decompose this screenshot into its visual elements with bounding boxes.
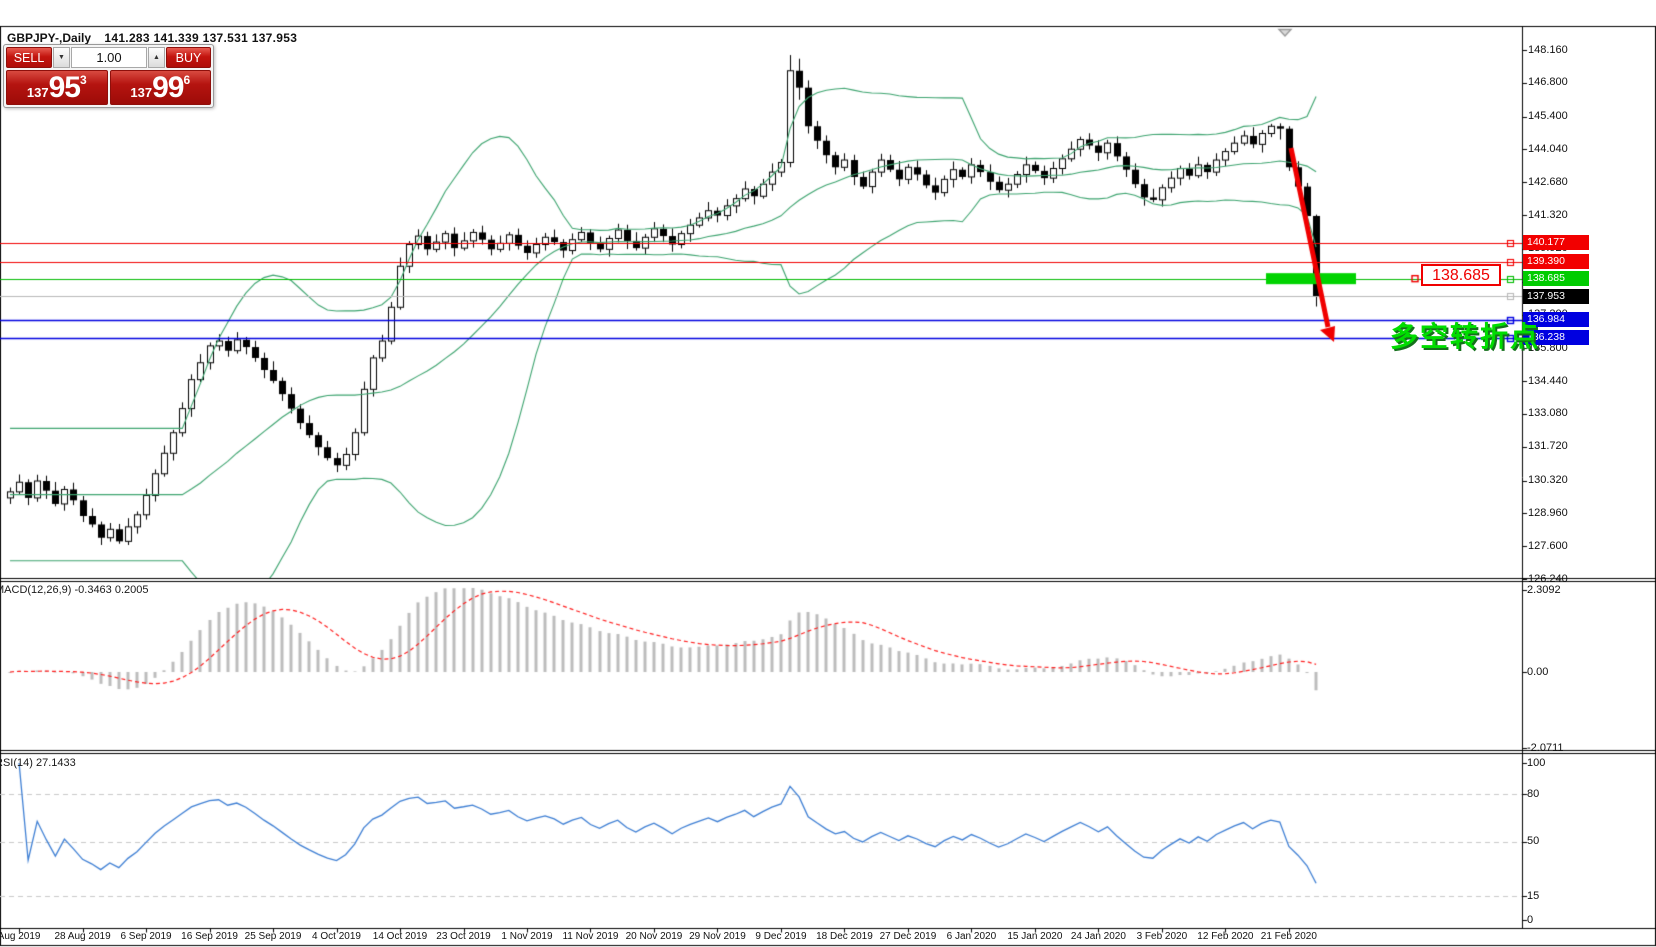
- buy-price-display[interactable]: 137 99 6: [109, 70, 211, 105]
- sell-button[interactable]: SELL: [6, 47, 52, 68]
- price-tick: 145.400: [1528, 110, 1568, 123]
- volume-input[interactable]: 1.00: [71, 47, 147, 68]
- date-tick-label: 25 Sep 2019: [244, 931, 302, 942]
- date-tick-label: Aug 2019: [0, 931, 41, 942]
- chart-symbol-period: GBPJPY-,Daily: [7, 31, 92, 45]
- price-tick: 130.320: [1528, 474, 1568, 487]
- chart-title: GBPJPY-,Daily 141.283 141.339 137.531 13…: [7, 31, 297, 45]
- sell-price-prefix: 137: [26, 85, 49, 100]
- macd-name: MACD(12,26,9): [0, 584, 72, 596]
- macd-label: MACD(12,26,9) -0.3463 0.2005: [0, 584, 149, 596]
- rsi-axis-tick: 15: [1527, 889, 1540, 902]
- date-tick-label: 12 Feb 2020: [1197, 931, 1254, 942]
- macd-main-value: -0.3463: [74, 584, 112, 596]
- price-tick: 131.720: [1528, 440, 1568, 453]
- price-tick: 148.160: [1528, 43, 1568, 56]
- sell-price-sup: 3: [79, 73, 87, 87]
- price-tag-140.177: 140.177: [1523, 235, 1589, 251]
- date-tick-label: 29 Nov 2019: [689, 931, 746, 942]
- date-tick-label: 14 Oct 2019: [372, 931, 428, 942]
- date-tick-label: 20 Nov 2019: [625, 931, 683, 942]
- price-tick: 133.080: [1528, 407, 1568, 420]
- buy-price-sup: 6: [183, 73, 191, 87]
- macd-axis-tick: 0.00: [1527, 665, 1549, 678]
- rsi-axis-tick: 0: [1527, 913, 1534, 926]
- date-tick-label: 15 Jan 2020: [1007, 931, 1063, 942]
- turning-point-annotation: 多空转折点: [1390, 321, 1541, 352]
- date-tick-label: 1 Nov 2019: [501, 931, 553, 942]
- date-tick-label: 3 Feb 2020: [1136, 931, 1188, 942]
- date-tick-label: 27 Dec 2019: [879, 931, 937, 942]
- rsi-value: 27.1433: [35, 757, 76, 769]
- date-tick-label: 23 Oct 2019: [436, 931, 491, 942]
- price-tick: 126.240: [1528, 572, 1568, 585]
- buy-price-prefix: 137: [130, 85, 153, 100]
- price-tick: 127.600: [1528, 539, 1568, 552]
- date-tick-label: 28 Aug 2019: [54, 931, 111, 942]
- date-tick-label: 11 Nov 2019: [562, 931, 619, 942]
- date-tick-label: 6 Sep 2019: [120, 931, 172, 942]
- price-tag-139.390: 139.390: [1523, 254, 1589, 270]
- volume-decrement-button[interactable]: ▼: [53, 47, 70, 68]
- sell-price-display[interactable]: 137 95 3: [6, 70, 108, 105]
- price-tick: 146.800: [1528, 76, 1568, 89]
- buy-price-big: 99: [152, 71, 184, 104]
- price-tick: 128.960: [1528, 506, 1568, 519]
- price-tick: 144.040: [1528, 142, 1568, 155]
- price-tick: 134.440: [1528, 374, 1568, 387]
- chart-ohlc-values: 141.283 141.339 137.531 137.953: [104, 31, 298, 45]
- rsi-name: RSI(14): [0, 757, 33, 769]
- price-tick: 141.320: [1528, 208, 1568, 221]
- sell-price-big: 95: [48, 71, 81, 104]
- macd-signal-value: 0.2005: [114, 584, 149, 596]
- date-tick-label: 9 Dec 2019: [755, 931, 807, 942]
- one-click-trading-panel: SELL ▼ 1.00 ▲ BUY 137 95 3 137 99 6: [3, 44, 214, 108]
- price-tick: 142.680: [1528, 175, 1568, 188]
- level-callout-138685: 138.685: [1421, 264, 1501, 286]
- price-tag-137.953: 137.953: [1523, 288, 1589, 304]
- price-tag-138.685: 138.685: [1523, 271, 1589, 287]
- buy-button[interactable]: BUY: [166, 47, 211, 68]
- rsi-axis-tick: 100: [1527, 756, 1546, 769]
- volume-increment-button[interactable]: ▲: [148, 47, 165, 68]
- date-tick-label: 18 Dec 2019: [816, 931, 873, 942]
- date-tick-label: 16 Sep 2019: [181, 931, 238, 942]
- rsi-axis-tick: 50: [1527, 835, 1540, 847]
- date-tick-label: 24 Jan 2020: [1070, 931, 1126, 942]
- macd-axis-tick: -2.0711: [1527, 741, 1564, 754]
- date-tick-label: 21 Feb 2020: [1260, 931, 1317, 942]
- date-tick-label: 6 Jan 2020: [946, 931, 997, 942]
- macd-axis-tick: 2.3092: [1527, 583, 1561, 596]
- rsi-axis-tick: 80: [1527, 787, 1540, 800]
- price-tag-136.984: 136.984: [1523, 312, 1589, 328]
- date-tick-label: 4 Oct 2019: [312, 931, 361, 942]
- rsi-label: RSI(14) 27.1433: [0, 757, 76, 769]
- price-tag-136.238: 136.238: [1523, 330, 1589, 346]
